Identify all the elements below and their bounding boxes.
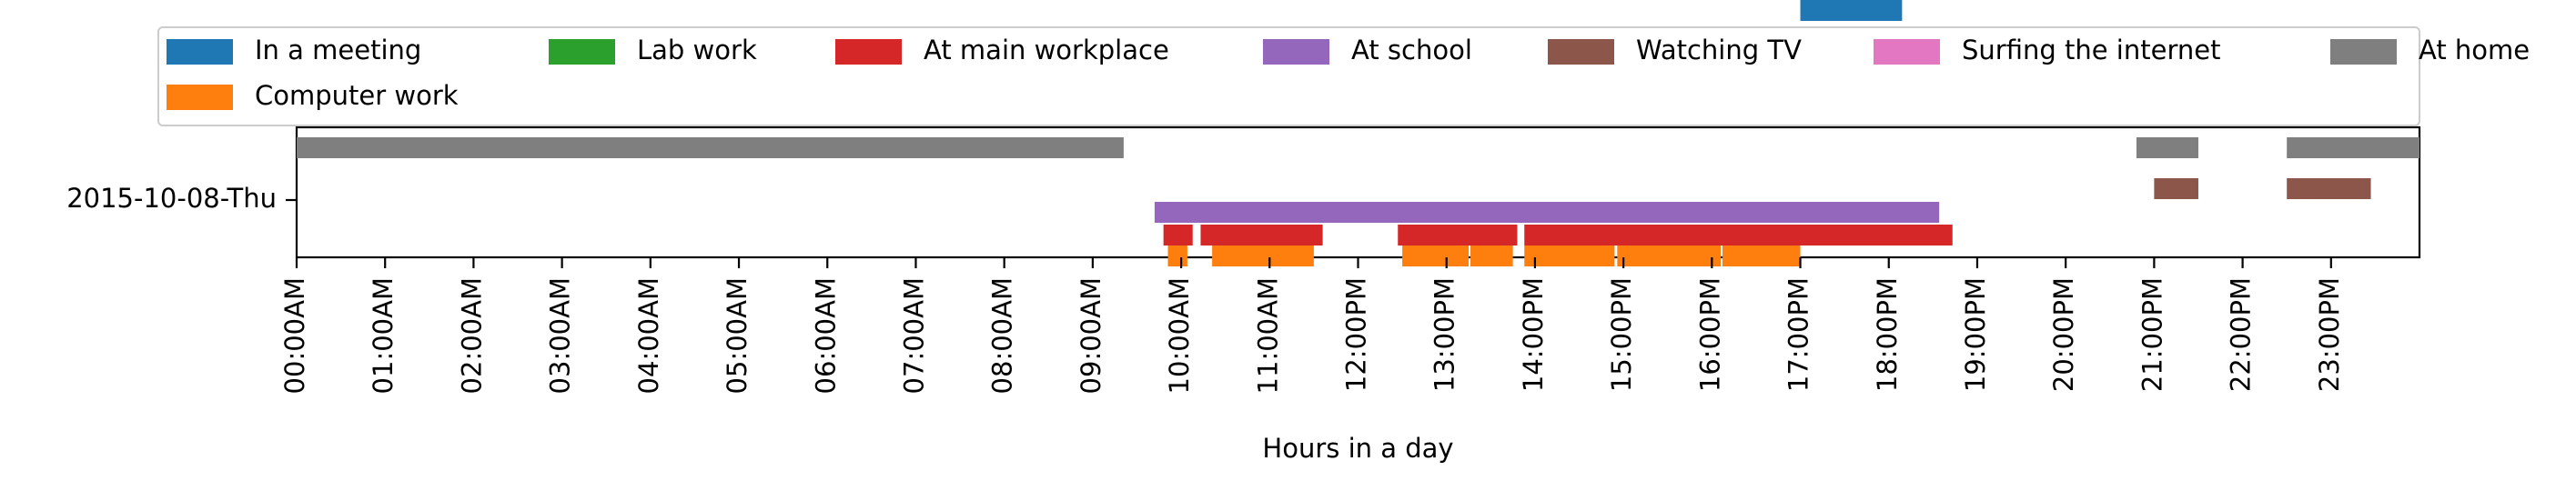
bar-at-main-workplace-0 <box>1163 225 1193 246</box>
x-tick-label: 16:00PM <box>1694 277 1725 392</box>
x-tick-label: 02:00AM <box>456 277 487 394</box>
legend: In a meeting Computer work Lab work At main… <box>157 26 2530 126</box>
bar-in-a-meeting-0 <box>1800 0 1903 21</box>
legend-swatch <box>1548 39 1614 65</box>
legend-item-in-a-meeting: In a meeting <box>167 35 421 65</box>
x-tick-label: 20:00PM <box>2048 277 2079 392</box>
x-tick-label: 07:00AM <box>898 277 929 394</box>
legend-swatch <box>2330 39 2397 65</box>
x-tick-label: 08:00AM <box>987 277 1018 394</box>
bar-at-home-2 <box>2287 137 2419 158</box>
bar-computer-work-5 <box>1617 246 1722 266</box>
legend-label: Surfing the internet <box>1962 35 2220 65</box>
legend-swatch <box>1263 39 1329 65</box>
x-tick-label: 10:00AM <box>1164 277 1195 394</box>
bar-watching-tv-0 <box>2154 178 2198 199</box>
x-tick-label: 05:00AM <box>722 277 753 394</box>
activity-bars <box>297 0 2419 266</box>
x-tick-label: 04:00AM <box>633 277 664 394</box>
legend-label: Watching TV <box>1636 35 1802 65</box>
legend-label: At school <box>1351 35 1472 65</box>
x-tick-label: 12:00PM <box>1341 277 1372 392</box>
x-axis-title: Hours in a day <box>1262 433 1453 464</box>
legend-item-computer-work: Computer work <box>167 80 459 111</box>
x-tick-label: 23:00PM <box>2314 277 2345 392</box>
bar-at-school-0 <box>1154 202 1940 223</box>
bar-computer-work-2 <box>1402 246 1470 266</box>
y-axis: 2015-10-08-Thu <box>66 183 297 214</box>
x-tick-label: 14:00PM <box>1518 277 1549 392</box>
legend-swatch <box>835 39 902 65</box>
y-tick-label: 2015-10-08-Thu <box>66 183 277 214</box>
bar-at-main-workplace-1 <box>1200 225 1323 246</box>
legend-item-at-home: At home <box>2330 35 2530 65</box>
x-tick-label: 13:00PM <box>1429 277 1460 392</box>
x-tick-label: 21:00PM <box>2137 277 2167 392</box>
x-tick-label: 22:00PM <box>2226 277 2257 392</box>
plot-area <box>295 0 2421 266</box>
bar-at-main-workplace-2 <box>1398 225 1518 246</box>
legend-label: Computer work <box>255 80 459 111</box>
legend-swatch <box>1874 39 1940 65</box>
bar-watching-tv-1 <box>2287 178 2371 199</box>
bar-at-main-workplace-3 <box>1524 225 1953 246</box>
bar-computer-work-6 <box>1722 246 1801 266</box>
bar-computer-work-4 <box>1524 246 1615 266</box>
x-tick-label: 01:00AM <box>368 277 399 394</box>
x-tick-label: 18:00PM <box>1872 277 1903 392</box>
x-axis: 00:00AM 01:00AM 02:00AM 03:00AM 04:00AM 05:00… <box>279 257 2345 394</box>
legend-swatch <box>167 39 233 65</box>
legend-item-lab-work: Lab work <box>549 35 757 65</box>
x-tick-label: 19:00PM <box>1960 277 1991 392</box>
legend-item-surfing-the-internet: Surfing the internet <box>1874 35 2220 65</box>
x-tick-label: 00:00AM <box>279 277 310 394</box>
legend-item-watching-tv: Watching TV <box>1548 35 1802 65</box>
x-tick-label: 09:00AM <box>1076 277 1106 394</box>
legend-item-at-main-workplace: At main workplace <box>835 35 1169 65</box>
x-tick-label: 06:00AM <box>810 277 841 394</box>
x-tick-label: 17:00PM <box>1783 277 1814 392</box>
bar-computer-work-1 <box>1212 246 1314 266</box>
legend-label: In a meeting <box>255 35 421 65</box>
legend-frame <box>157 26 2420 126</box>
legend-label: Lab work <box>637 35 757 65</box>
bar-computer-work-0 <box>1167 246 1187 266</box>
x-tick-label: 11:00AM <box>1252 277 1283 394</box>
legend-items: In a meeting Computer work Lab work At main… <box>167 35 2530 111</box>
legend-swatch <box>167 85 233 110</box>
x-tick-label: 15:00PM <box>1606 277 1637 392</box>
bar-computer-work-3 <box>1470 246 1513 266</box>
legend-label: At main workplace <box>924 35 1169 65</box>
bar-at-home-1 <box>2136 137 2198 158</box>
bar-at-home-0 <box>297 137 1124 158</box>
legend-swatch <box>549 39 615 65</box>
legend-label: At home <box>2419 35 2530 65</box>
legend-item-at-school: At school <box>1263 35 1472 65</box>
x-tick-label: 03:00AM <box>545 277 576 394</box>
